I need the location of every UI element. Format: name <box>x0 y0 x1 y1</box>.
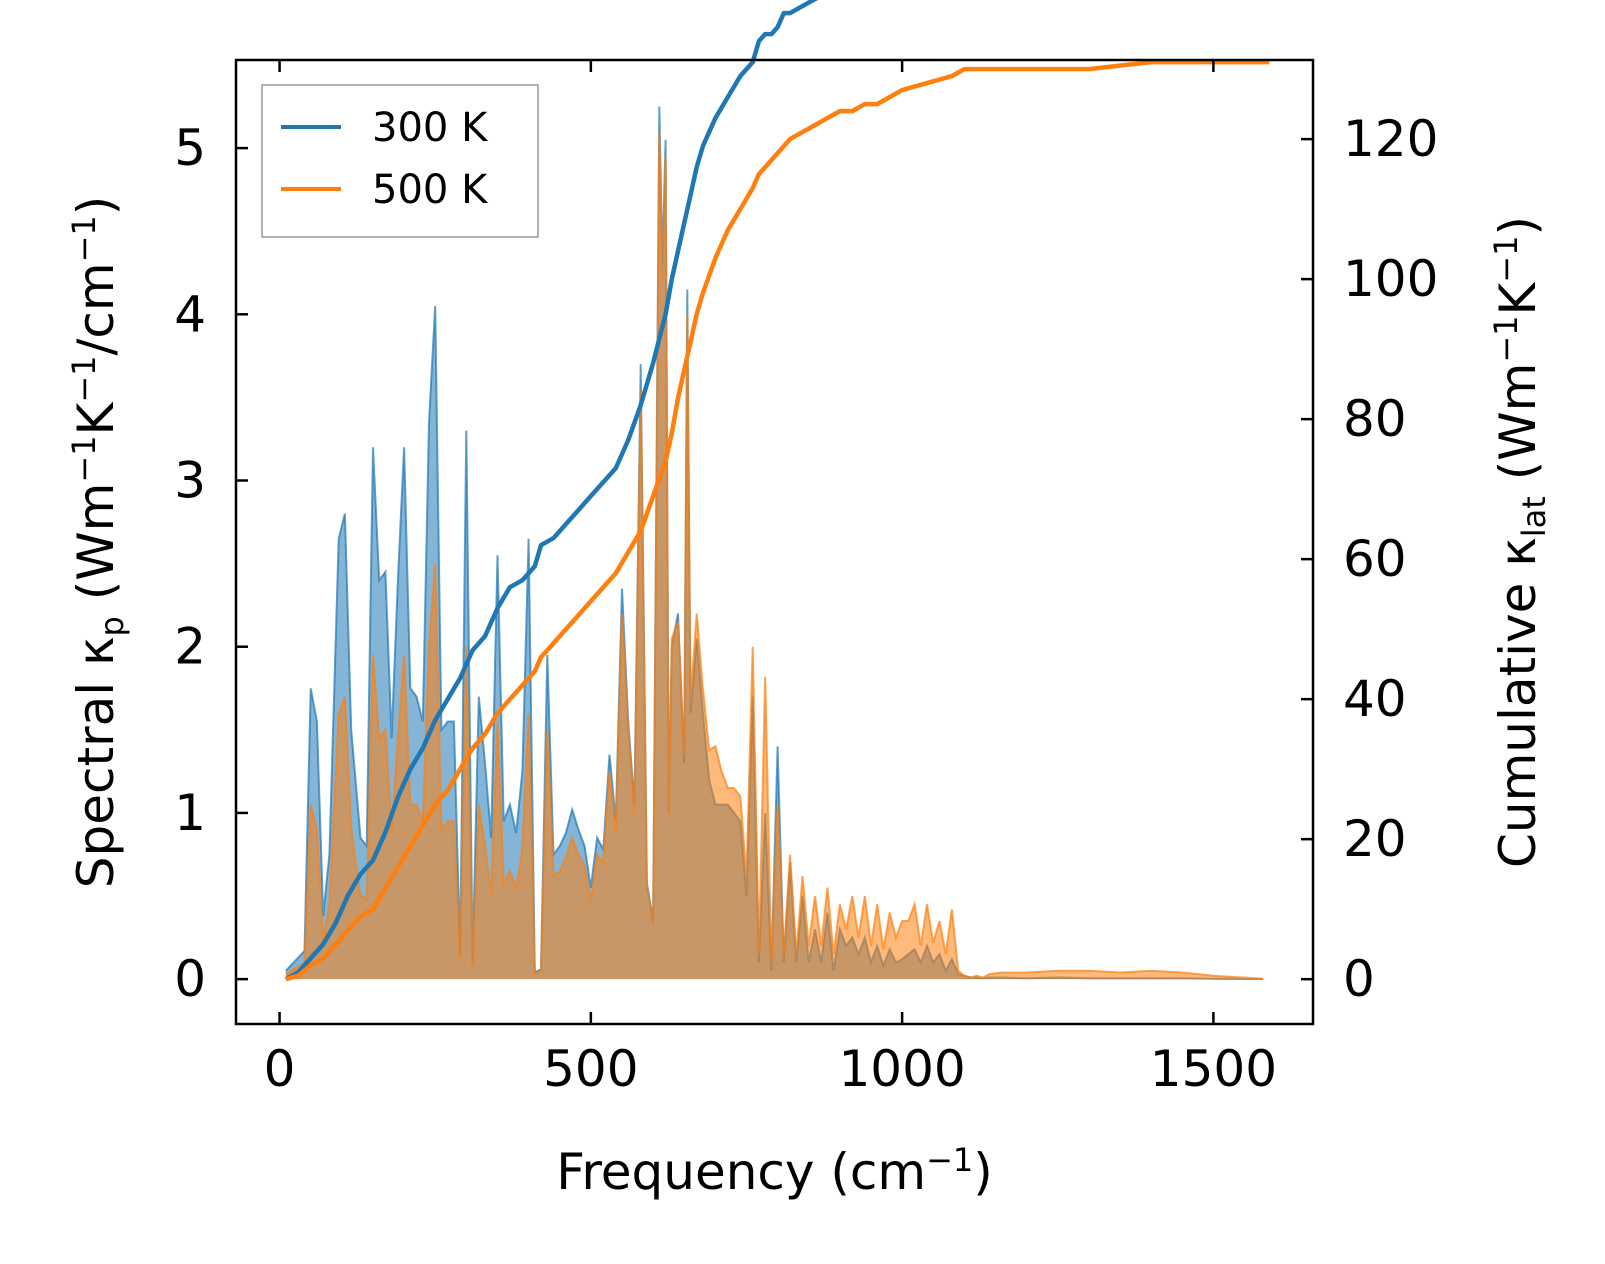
plot-frame <box>234 58 1315 1026</box>
spectral-edge-500k <box>285 131 1264 980</box>
y-right-tick-label: 60 <box>1343 530 1407 588</box>
series-line-layer <box>284 0 1270 982</box>
x-axis-title: Frequency (cm−1) <box>556 1141 993 1201</box>
x-tick-label: 1500 <box>1150 1040 1277 1098</box>
cumulative-line-300k <box>284 0 818 982</box>
x-tick-label: 1000 <box>838 1040 965 1098</box>
y-left-tick-label: 3 <box>174 452 206 510</box>
y-axis-right-title: Cumulative κlat (Wm−1K−1) <box>1487 216 1553 868</box>
cumulative-line-500k <box>285 59 1270 982</box>
legend-label-500k: 500 K <box>372 167 489 213</box>
legend-label-300k: 300 K <box>372 105 489 151</box>
y-left-tick-label: 5 <box>174 119 206 177</box>
y-right-tick-label: 120 <box>1343 110 1438 168</box>
legend-box <box>261 84 539 238</box>
y-left-tick-label: 4 <box>174 285 206 343</box>
y-right-tick-label: 0 <box>1343 950 1375 1008</box>
y-left-tick-label: 1 <box>174 784 206 842</box>
y-left-tick-label: 2 <box>174 618 206 676</box>
y-left-tick-label: 0 <box>174 950 206 1008</box>
x-tick-label: 0 <box>264 1040 296 1098</box>
legend: 300 K 500 K <box>261 84 539 238</box>
axis-ticks: 0 500 1000 1500 0 1 2 3 4 5 0 20 40 60 80 100 120 <box>174 60 1438 1098</box>
y-right-tick-label: 100 <box>1343 250 1438 308</box>
y-right-tick-label: 80 <box>1343 390 1407 448</box>
y-right-tick-label: 20 <box>1343 810 1407 868</box>
x-tick-label: 500 <box>543 1040 638 1098</box>
y-right-tick-label: 40 <box>1343 670 1407 728</box>
y-axis-left-title: Spectral κp (Wm−1K−1/cm−1) <box>65 196 131 889</box>
